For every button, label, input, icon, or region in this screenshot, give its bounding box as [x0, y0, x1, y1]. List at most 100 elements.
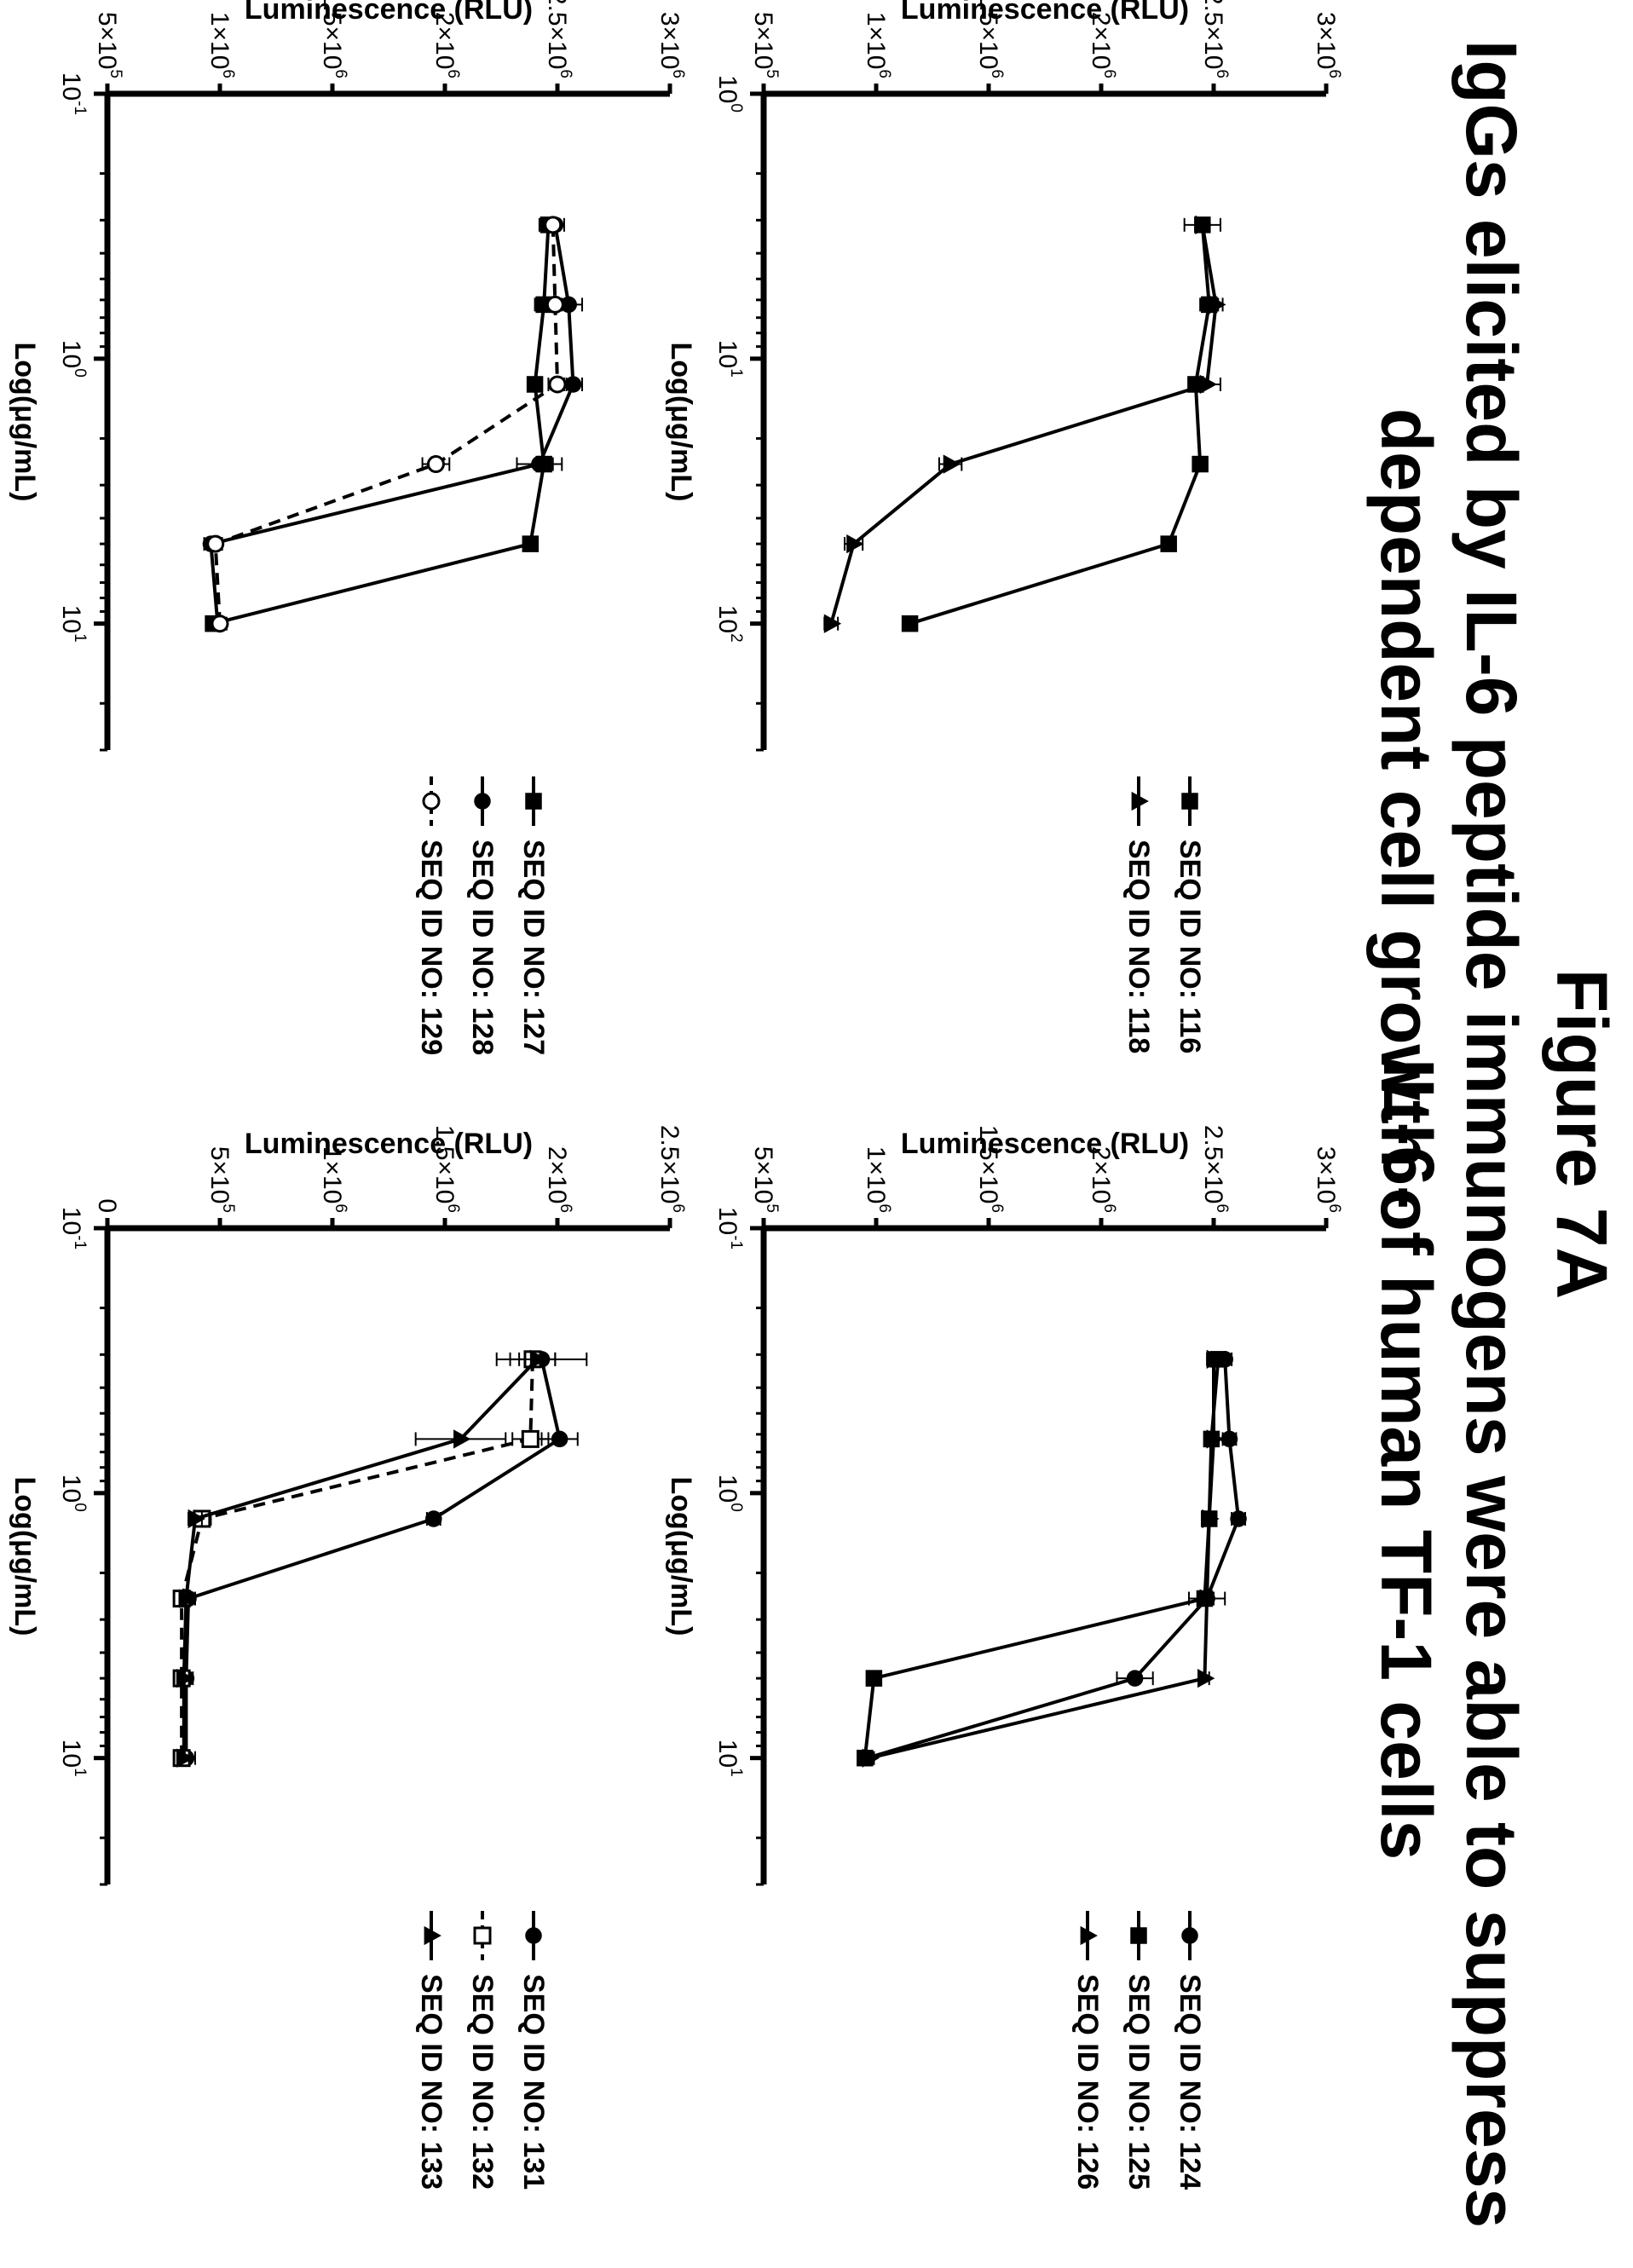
x-tick-label: 101 — [713, 1740, 745, 1777]
data-point — [564, 376, 582, 393]
data-point — [1202, 1509, 1220, 1529]
y-tick-label: 1.5×106 — [974, 0, 1006, 78]
legend-label: SEQ ID NO: 125 — [1122, 1974, 1156, 2190]
legend-marker — [422, 792, 441, 811]
series-line — [184, 1359, 562, 1758]
series-1 — [901, 216, 1221, 632]
series-line — [212, 224, 551, 626]
data-point — [545, 295, 564, 314]
y-tick-label: 1.5×106 — [318, 0, 349, 78]
legend-label: SEQ ID NO: 126 — [1071, 1974, 1105, 2190]
x-axis-label: Log(μg/mL) — [665, 343, 697, 502]
legend-item: SEQ ID NO: 124 — [1164, 1906, 1215, 2264]
y-tick-label: 2.5×106 — [1199, 0, 1231, 78]
x-tick-label: 100 — [713, 75, 745, 113]
legend-swatch — [525, 1911, 542, 1960]
data-point — [1195, 215, 1213, 234]
chart-svg-1: 5×105 1×106 1.5×106 2×106 2.5×106 3×106 100 101… — [665, 0, 1343, 752]
legend-marker — [1080, 1925, 1098, 1946]
data-point — [453, 1429, 471, 1449]
legend-label: SEQ ID NO: 128 — [466, 840, 499, 1056]
series-3 — [862, 1349, 1226, 1768]
legend-marker — [474, 793, 491, 810]
legend-label: SEQ ID NO: 131 — [517, 1974, 551, 2190]
series-2 — [172, 1350, 557, 1768]
legend-item: SEQ ID NO: 126 — [1062, 1906, 1113, 2264]
x-tick-label: 10-1 — [713, 1207, 745, 1249]
data-point — [943, 454, 961, 474]
data-point — [176, 1748, 194, 1768]
x-tick-label: 102 — [713, 605, 745, 643]
data-point — [1126, 1670, 1144, 1687]
y-tick-label: 3×106 — [655, 12, 687, 78]
y-tick-label: 3×106 — [1312, 12, 1343, 78]
data-point — [522, 535, 540, 552]
legend-marker — [1181, 1927, 1198, 1944]
legend-label: SEQ ID NO: 118 — [1122, 840, 1156, 1054]
legend-item: SEQ ID NO: 118 — [1113, 771, 1164, 1129]
y-axis-label: Luminescence (RLU) — [245, 0, 533, 26]
legend-marker — [424, 1925, 441, 1946]
series-3 — [176, 1349, 557, 1768]
data-point — [188, 1509, 205, 1529]
legend-swatch — [1130, 1911, 1147, 1960]
chart-legend-4: SEQ ID NO: 131 SEQ ID NO: 132 SEQ ID NO: 1… — [406, 1906, 559, 2264]
series-line — [909, 224, 1211, 626]
y-axis-label: Luminescence (RLU) — [901, 0, 1189, 26]
legend-item: SEQ ID NO: 128 — [457, 771, 508, 1129]
legend-swatch — [1181, 776, 1198, 826]
series-1 — [858, 1351, 1247, 1767]
data-point — [551, 1430, 568, 1448]
x-axis-label: Log(μg/mL) — [665, 1477, 697, 1636]
data-point — [531, 455, 548, 473]
legend-swatch — [424, 1911, 441, 1960]
chart-panel-3: 5×105 1×106 1.5×106 2×106 2.5×106 3×106 10-1 10… — [0, 0, 695, 1134]
y-tick-label: 2.5×106 — [543, 0, 574, 78]
data-point — [425, 1510, 442, 1527]
chart-legend-2: SEQ ID NO: 124 SEQ ID NO: 125 SEQ ID NO: 1… — [1062, 1906, 1215, 2264]
y-tick-label: 5×105 — [93, 12, 124, 78]
y-tick-label: 2.5×106 — [655, 1125, 687, 1213]
x-axis-label: Log(μg/mL) — [9, 1477, 41, 1636]
y-tick-label: 0 — [93, 1198, 121, 1213]
legend-swatch — [473, 1911, 492, 1960]
series-2 — [202, 216, 584, 632]
data-point — [823, 614, 842, 633]
x-tick-label: 101 — [57, 1740, 89, 1777]
data-point — [1199, 374, 1217, 395]
y-tick-label: 1×106 — [205, 12, 237, 78]
legend-swatch — [474, 776, 491, 826]
data-point — [862, 1748, 880, 1768]
series-line — [213, 224, 560, 624]
data-point — [901, 615, 919, 632]
legend-label: SEQ ID NO: 124 — [1174, 1974, 1207, 2190]
series-line — [209, 224, 575, 624]
data-point — [1230, 1510, 1247, 1527]
data-point — [1206, 1349, 1224, 1369]
series-2 — [823, 215, 1226, 633]
y-tick-label: 2×106 — [543, 1146, 574, 1213]
y-tick-label: 5×105 — [749, 12, 781, 78]
data-point — [206, 534, 225, 553]
data-point — [544, 216, 563, 234]
legend-marker — [1130, 1927, 1147, 1944]
x-tick-label: 100 — [57, 1474, 89, 1512]
data-point — [176, 1668, 194, 1688]
data-point — [521, 1429, 540, 1448]
legend-swatch — [1181, 1911, 1198, 1960]
series-line — [829, 224, 1218, 625]
legend-label: SEQ ID NO: 133 — [415, 1974, 448, 2190]
chart-legend-3: SEQ ID NO: 127 SEQ ID NO: 128 SEQ ID NO: 1… — [406, 771, 559, 1129]
series-line — [863, 1359, 1220, 1758]
y-tick-label: 1×106 — [862, 1146, 893, 1213]
chart-panel-2: 5×105 1×106 1.5×106 2×106 2.5×106 3×106 10-1 10… — [644, 1125, 1352, 2268]
data-point — [1197, 1668, 1215, 1688]
legend-label: SEQ ID NO: 132 — [466, 1974, 499, 2190]
series-line — [182, 1358, 539, 1758]
legend-swatch — [525, 776, 542, 826]
legend-swatch — [422, 776, 441, 826]
y-tick-label: 1×106 — [318, 1146, 349, 1213]
chart-svg-3: 5×105 1×106 1.5×106 2×106 2.5×106 3×106 10-1 10… — [9, 0, 687, 752]
x-tick-label: 100 — [713, 1474, 745, 1512]
data-point — [1192, 455, 1209, 473]
